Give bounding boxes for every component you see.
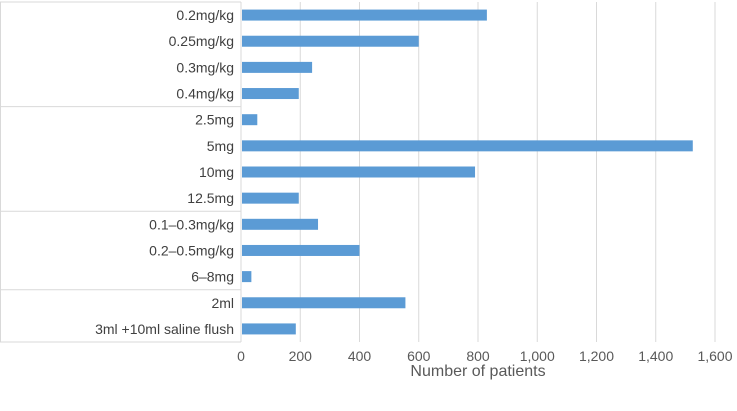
x-tick-label: 1,400: [638, 348, 673, 364]
bar: [242, 218, 319, 230]
bar: [242, 9, 487, 21]
x-tick-labels: 0 200 400 600 800 1,000 1,200 1,400 1,600: [237, 348, 733, 364]
x-tick-label: 800: [466, 348, 490, 364]
x-axis-title: Number of patients: [410, 363, 545, 380]
bars: [242, 9, 693, 335]
category-label: 10mg: [199, 164, 234, 180]
bar: [242, 88, 299, 100]
category-label: 12.5mg: [187, 190, 234, 206]
category-label: 0.25mg/kg: [169, 33, 234, 49]
x-tick-label: 0: [237, 348, 245, 364]
x-tick-label: 400: [348, 348, 372, 364]
x-tick-label: 1,000: [520, 348, 555, 364]
bar: [242, 166, 476, 178]
category-label: 5mg: [207, 138, 234, 154]
category-label: 2ml: [211, 295, 234, 311]
category-label: 0.3mg/kg: [176, 59, 234, 75]
x-tick-label: 1,200: [579, 348, 614, 364]
x-tick-label: 1,600: [697, 348, 732, 364]
category-label: 6–8mg: [191, 269, 234, 285]
bar: [242, 271, 252, 283]
bar: [242, 114, 258, 126]
bar: [242, 140, 693, 152]
category-label: 0.4mg/kg: [176, 86, 234, 102]
bar: [242, 323, 296, 335]
bar: [242, 297, 406, 309]
category-label: 0.2–0.5mg/kg: [149, 242, 234, 258]
bar: [242, 35, 419, 47]
category-axis-frame: [0, 1, 242, 343]
bar: [242, 244, 360, 256]
category-label: 0.1–0.3mg/kg: [149, 216, 234, 232]
category-label: 2.5mg: [195, 112, 234, 128]
x-tick-label: 200: [289, 348, 313, 364]
bar: [242, 192, 299, 204]
category-label: 0.2mg/kg: [176, 7, 234, 23]
category-labels: 0.2mg/kg 0.25mg/kg 0.3mg/kg 0.4mg/kg 2.5mg 5m…: [95, 7, 234, 337]
category-label: 3ml +10ml saline flush: [95, 321, 234, 337]
bar: [242, 61, 313, 73]
x-tick-label: 600: [407, 348, 431, 364]
